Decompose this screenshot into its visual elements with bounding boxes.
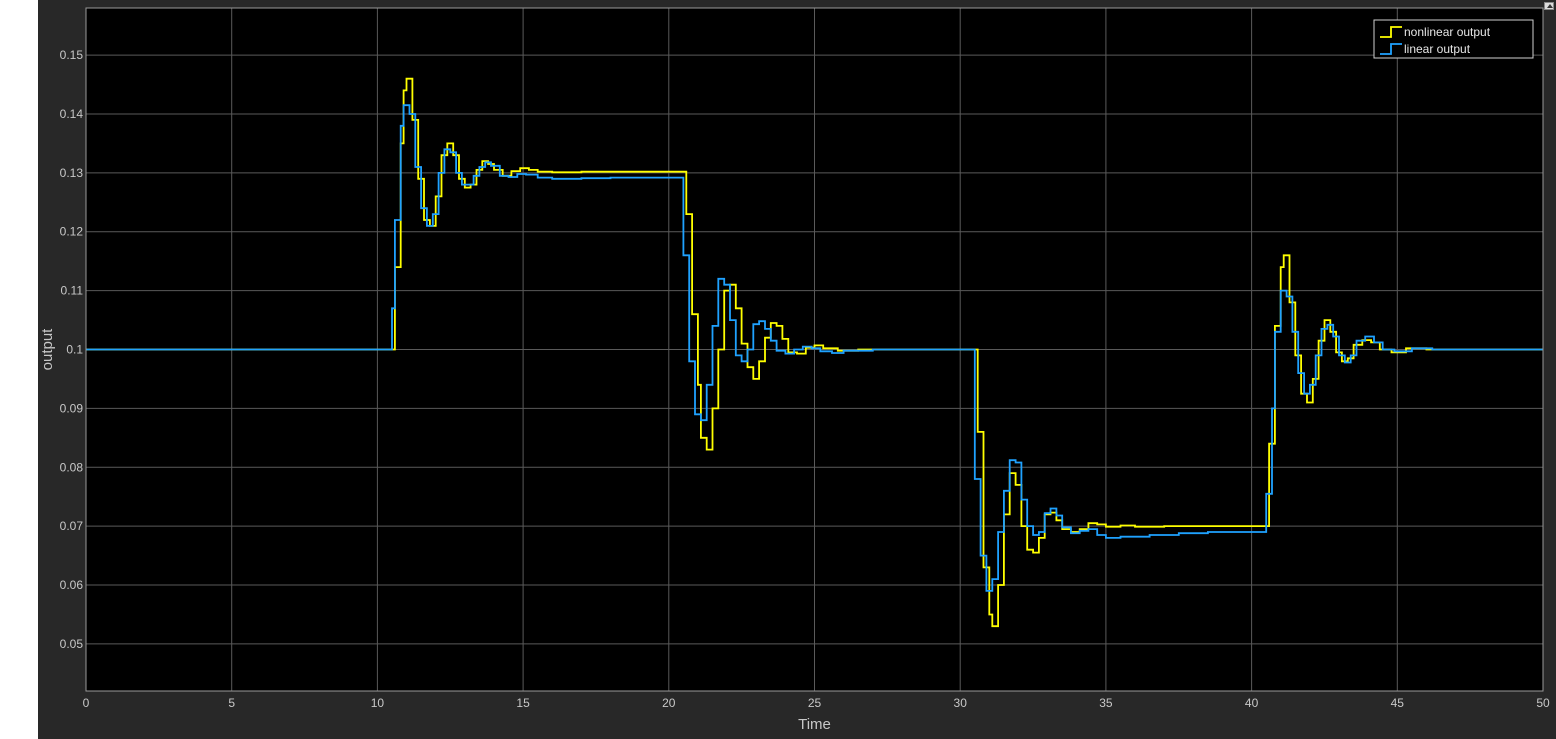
legend[interactable]: nonlinear output linear output (1373, 19, 1534, 59)
legend-swatch (1380, 26, 1402, 38)
series-line-0 (86, 77, 1543, 628)
series-layer (86, 77, 1543, 628)
x-tick-label: 35 (1099, 696, 1113, 710)
y-tick-label: 0.11 (61, 284, 84, 298)
legend-label: linear output (1404, 42, 1471, 56)
legend-swatch (1380, 43, 1402, 55)
y-tick-label: 0.14 (60, 107, 84, 121)
y-tick-label: 0.06 (60, 578, 84, 592)
x-tick-label: 25 (808, 696, 822, 710)
scope-window: 0 5 10 15 20 25 30 35 40 45 50 0.05 0.06 0.07 0.08 0.0… (38, 0, 1556, 739)
x-tick-label: 0 (83, 696, 90, 710)
line-chart: 0 5 10 15 20 25 30 35 40 45 50 0.050.060.070.080.0… (39, 7, 1550, 733)
plot-frame (85, 7, 1544, 692)
y-tick-label: 0.1 (66, 343, 83, 357)
y-tick-label: 0.12 (60, 225, 84, 239)
x-axis-ticks: 0 5 10 15 20 25 30 35 40 45 50 (83, 696, 1550, 710)
legend-label: nonlinear output (1404, 25, 1491, 39)
y-axis-ticks: 0.05 0.06 0.07 0.08 0.09 0.1 0.11 0.12 0.13 0.14 0… (60, 48, 84, 651)
y-tick-label: 0.13 (60, 166, 84, 180)
x-tick-label: 20 (662, 696, 676, 710)
y-axis-label: output (39, 328, 56, 371)
y-tick-label: 0.07 (60, 519, 84, 533)
y-tick-label: 0.05 (60, 637, 84, 651)
x-tick-label: 50 (1536, 696, 1550, 710)
x-tick-label: 40 (1245, 696, 1259, 710)
x-tick-label: 5 (228, 696, 235, 710)
y-tick-label: 0.09 (60, 401, 84, 415)
x-axis-label: Time (798, 716, 831, 733)
y-tick-label: 0.08 (60, 460, 84, 474)
x-tick-label: 10 (371, 696, 385, 710)
series-line-1 (86, 104, 1543, 592)
x-tick-label: 30 (954, 696, 968, 710)
x-tick-label: 45 (1391, 696, 1405, 710)
x-tick-label: 15 (516, 696, 530, 710)
y-tick-label: 0.15 (60, 48, 84, 62)
expand-button[interactable] (1544, 2, 1554, 10)
